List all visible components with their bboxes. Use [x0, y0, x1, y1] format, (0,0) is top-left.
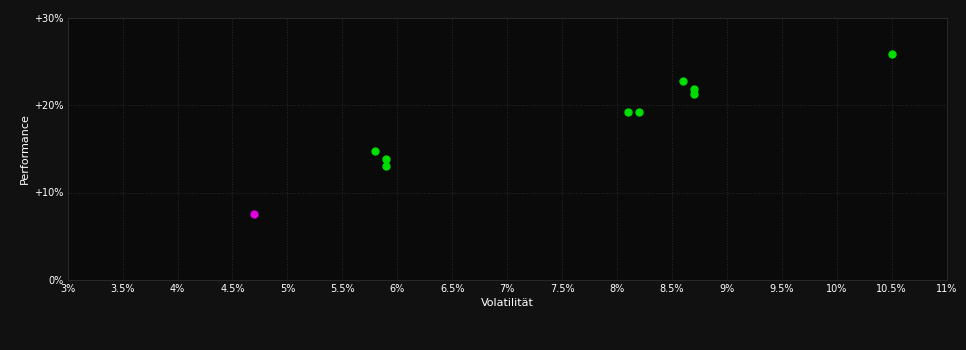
Point: [620, 109, 636, 115]
Y-axis label: Performance: Performance: [19, 113, 30, 184]
X-axis label: Volatilität: Volatilität: [481, 298, 533, 308]
Point: [368, 148, 384, 153]
Point: [686, 91, 701, 96]
Point: [675, 78, 691, 83]
Point: [379, 156, 394, 162]
Point: [686, 86, 701, 92]
Point: [884, 51, 899, 57]
Point: [632, 109, 647, 115]
Point: [379, 163, 394, 169]
Point: [246, 211, 262, 216]
